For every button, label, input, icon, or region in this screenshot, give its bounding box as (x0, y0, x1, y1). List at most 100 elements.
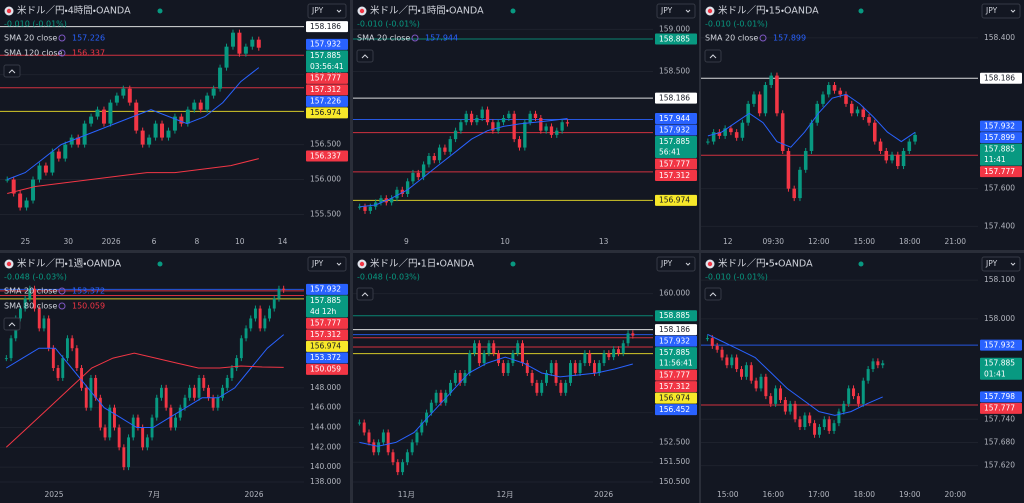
candle-body (98, 397, 102, 428)
indicator-icon[interactable] (58, 49, 66, 57)
price-tag-label: 157.312 (310, 85, 341, 94)
candle-body (178, 407, 182, 418)
price-tag: 157.932 (655, 335, 697, 347)
currency-button[interactable] (656, 3, 696, 19)
price-tag: 156.974 (655, 392, 697, 404)
market-status-dot (858, 261, 864, 267)
candle-body (28, 288, 32, 299)
price-tag-label: 158.186 (984, 74, 1015, 83)
indicator-icon[interactable] (58, 302, 66, 310)
price-tag-label: 158.186 (310, 22, 341, 31)
candle-body (458, 372, 462, 383)
indicator-icon[interactable] (759, 34, 767, 42)
candle-body (239, 338, 243, 359)
candle-body (832, 85, 837, 91)
candle (230, 29, 235, 50)
candle-body (256, 39, 261, 48)
candle (50, 148, 55, 176)
candle-body (545, 372, 548, 383)
candle-body (506, 363, 510, 373)
candle (372, 439, 376, 456)
candle-body (95, 109, 100, 117)
price-tag-label: 157.885 (984, 144, 1015, 153)
candle (178, 404, 182, 421)
candle-body (367, 432, 371, 443)
candle-body (94, 377, 98, 398)
price-tag-box (306, 352, 348, 364)
collapse-button[interactable] (356, 49, 374, 63)
candle-body (206, 387, 210, 398)
candle-body (775, 75, 779, 114)
price-tag: 157.777 (655, 369, 697, 381)
currency-label: JPY (660, 259, 673, 268)
price-tag-box (980, 391, 1022, 403)
candle (282, 285, 286, 293)
price-tag-label: 156.452 (659, 405, 690, 414)
chart-title: 米ドル／円・1週・OANDA (17, 258, 122, 270)
candle-body (757, 94, 762, 114)
candle-body (759, 376, 763, 389)
price-tag: 157.932 (980, 120, 1022, 132)
candle (734, 129, 739, 141)
collapse-icon (361, 292, 369, 297)
candle-body (216, 397, 220, 408)
candle (396, 459, 400, 476)
candle (108, 99, 113, 127)
currency-button[interactable] (307, 256, 347, 272)
currency-button[interactable] (307, 3, 347, 19)
candle (172, 113, 177, 134)
indicator-icon[interactable] (58, 287, 66, 295)
candle (147, 134, 152, 148)
candle (363, 203, 367, 214)
collapse-button[interactable] (3, 64, 21, 78)
candle (798, 166, 802, 202)
candle (9, 335, 13, 362)
candle (480, 106, 484, 121)
currency-button[interactable] (981, 256, 1021, 272)
price-tag-box (655, 92, 697, 104)
candle-body (443, 147, 447, 152)
price-tag: 157.312 (306, 84, 348, 96)
candle-body (847, 388, 851, 404)
price-tag-label: 156.974 (310, 108, 341, 117)
collapse-button[interactable] (704, 49, 722, 63)
candle (169, 404, 173, 431)
candle-body (448, 139, 452, 152)
collapse-button[interactable] (704, 287, 722, 301)
candle (37, 162, 42, 183)
price-tag: 156.974 (655, 194, 697, 206)
candle (377, 439, 381, 456)
collapse-button[interactable] (3, 317, 21, 331)
candle-body (70, 338, 74, 349)
candle-body (764, 376, 768, 397)
candle-body (827, 419, 831, 431)
candle-body (821, 94, 825, 104)
currency-button[interactable] (981, 3, 1021, 19)
indicator-icon[interactable] (58, 34, 66, 42)
candle-body (225, 377, 229, 388)
currency-button[interactable] (656, 256, 696, 272)
candle-body (439, 392, 443, 403)
time-label: 15:00 (853, 237, 875, 246)
candle-body (459, 122, 463, 131)
price-tag-label: 157.312 (659, 171, 690, 180)
price-tag-box (306, 84, 348, 96)
candle-body (396, 462, 400, 473)
candle-body (861, 109, 866, 118)
candle (884, 147, 889, 164)
panel-background (353, 253, 699, 503)
price-tag: 158.186 (306, 21, 348, 33)
indicator-icon[interactable] (411, 34, 419, 42)
candle (117, 424, 121, 451)
price-tag-label: 157.777 (984, 167, 1015, 176)
candle (122, 444, 126, 471)
candle-body (141, 427, 145, 448)
candle (277, 285, 281, 302)
candle (174, 414, 178, 431)
candle (913, 131, 917, 145)
candle (221, 384, 225, 401)
collapse-button[interactable] (356, 287, 374, 301)
candle (453, 127, 458, 143)
candle-body (907, 141, 912, 151)
candle (23, 295, 27, 312)
